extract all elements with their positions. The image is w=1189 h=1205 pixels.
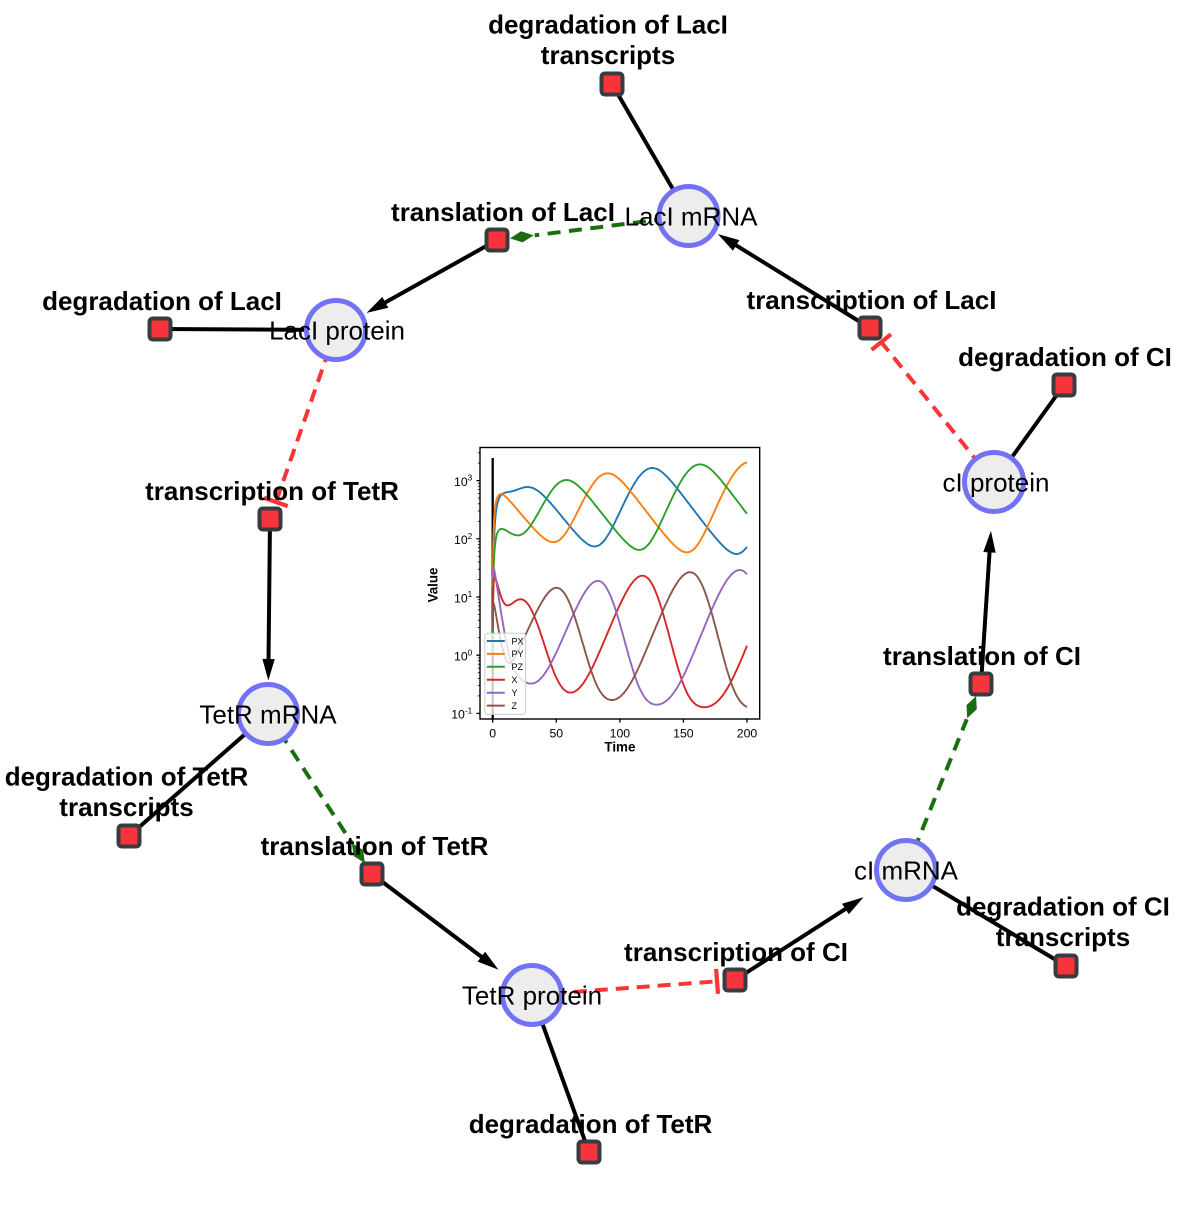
svg-text:PX: PX — [512, 636, 524, 646]
svg-text:PY: PY — [512, 649, 524, 659]
svg-text:transcripts: transcripts — [59, 792, 193, 822]
svg-text:transcription of CI: transcription of CI — [624, 937, 848, 967]
svg-text:degradation of TetR: degradation of TetR — [469, 1109, 713, 1139]
svg-text:50: 50 — [549, 727, 563, 741]
svg-text:transcripts: transcripts — [541, 40, 675, 70]
svg-text:X: X — [512, 675, 518, 685]
svg-text:degradation of TetR: degradation of TetR — [5, 762, 249, 792]
svg-text:transcription of LacI: transcription of LacI — [747, 285, 997, 315]
svg-text:100: 100 — [610, 727, 631, 741]
svg-text:0: 0 — [489, 727, 496, 741]
svg-text:Z: Z — [512, 701, 518, 711]
svg-text:Time: Time — [604, 739, 635, 754]
svg-text:translation of CI: translation of CI — [883, 641, 1081, 671]
svg-text:degradation of CI: degradation of CI — [958, 342, 1172, 372]
svg-text:transcripts: transcripts — [996, 922, 1130, 952]
svg-text:LacI mRNA: LacI mRNA — [625, 202, 759, 232]
svg-text:translation of LacI: translation of LacI — [391, 197, 615, 227]
svg-text:200: 200 — [737, 727, 758, 741]
svg-text:150: 150 — [673, 727, 694, 741]
svg-text:degradation of CI: degradation of CI — [956, 892, 1170, 922]
svg-text:TetR mRNA: TetR mRNA — [199, 700, 337, 730]
svg-text:LacI protein: LacI protein — [269, 316, 405, 346]
svg-text:Value: Value — [426, 568, 441, 603]
svg-text:degradation of LacI: degradation of LacI — [488, 10, 728, 40]
svg-text:transcription of TetR: transcription of TetR — [145, 476, 399, 506]
svg-text:Y: Y — [512, 688, 518, 698]
svg-text:cI protein: cI protein — [943, 468, 1050, 498]
svg-text:degradation of LacI: degradation of LacI — [42, 286, 282, 316]
svg-text:TetR protein: TetR protein — [462, 981, 602, 1011]
svg-text:cI mRNA: cI mRNA — [854, 856, 959, 886]
svg-text:translation of TetR: translation of TetR — [261, 831, 489, 861]
svg-text:PZ: PZ — [512, 662, 524, 672]
